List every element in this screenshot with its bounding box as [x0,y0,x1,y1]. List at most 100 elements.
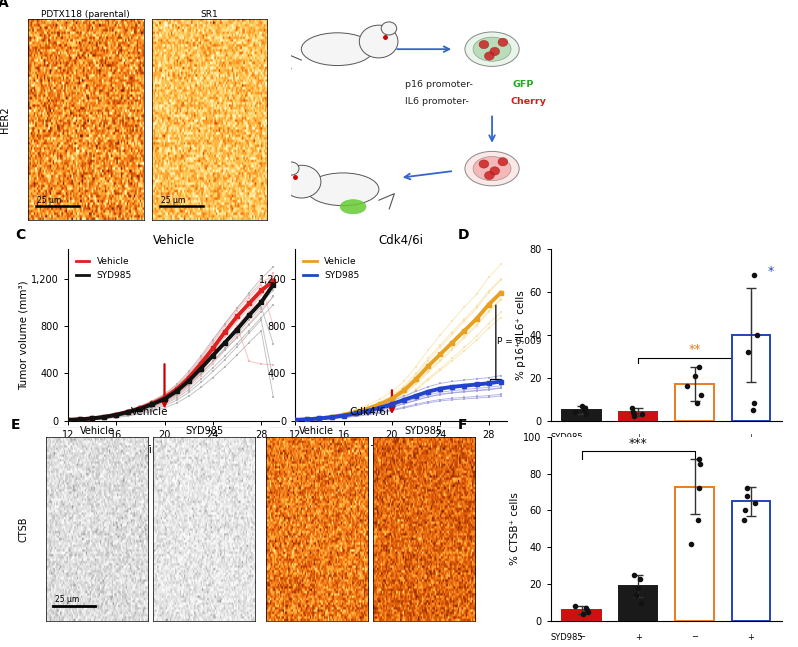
Circle shape [283,162,299,175]
SYD985 [184,377,193,385]
Text: **: ** [689,344,701,356]
X-axis label: Time (days): Time (days) [370,445,432,455]
Circle shape [490,47,500,56]
Vehicle [75,415,85,423]
Vehicle [496,289,505,297]
Line: Vehicle: Vehicle [65,279,275,422]
Title: SYD985: SYD985 [185,426,223,436]
Point [691,399,704,409]
Bar [563,410,601,421]
Text: −: − [634,448,642,457]
Point [748,270,760,280]
Text: Cdk4/6i: Cdk4/6i [551,448,583,457]
Point [681,381,693,391]
SYD985 [424,388,433,395]
Point [695,389,708,400]
SYD985 [63,416,73,424]
Vehicle [184,374,193,382]
Text: +: + [748,633,754,642]
Point [581,605,594,615]
Text: 25 μm: 25 μm [54,595,79,604]
Point [741,483,754,494]
Text: A: A [0,0,9,10]
Ellipse shape [302,33,373,65]
Circle shape [359,25,398,58]
Point [577,609,590,619]
Title: PDTX118 (parental): PDTX118 (parental) [41,10,130,19]
Point [581,607,594,617]
Point [634,573,647,584]
SYD985 [290,416,300,424]
Text: +: + [634,633,642,642]
Bar [732,501,770,621]
SYD985 [496,378,505,386]
Point [575,400,588,411]
Bar [619,586,658,621]
Vehicle [160,393,169,401]
Point [627,407,640,417]
Circle shape [498,38,508,47]
Vehicle [124,408,133,415]
Title: Vehicle: Vehicle [80,426,115,436]
Text: *: * [768,265,774,278]
Vehicle [112,411,121,419]
Vehicle [268,277,278,285]
Point [568,407,581,417]
Title: SR1: SR1 [200,10,219,19]
SYD985 [75,415,85,423]
Text: −: − [691,433,698,442]
Line: Vehicle: Vehicle [293,291,503,422]
SYD985 [196,365,206,373]
SYD985 [472,380,481,388]
Vehicle [351,408,361,416]
Circle shape [490,167,500,175]
SYD985 [363,407,373,415]
Point [693,362,705,372]
Point [738,514,751,525]
Text: −: − [579,633,585,642]
Point [691,514,704,525]
Vehicle [220,328,230,336]
Text: Cherry: Cherry [511,97,547,106]
Vehicle [399,386,409,394]
Text: +: + [748,448,754,457]
Ellipse shape [473,157,511,181]
Circle shape [282,165,321,198]
Ellipse shape [340,200,366,214]
Vehicle [148,400,157,408]
SYD985 [256,298,266,306]
Point [739,505,752,516]
SYD985 [172,388,181,395]
Vehicle [314,415,324,422]
Vehicle [339,411,349,419]
Vehicle [363,405,373,413]
Vehicle [172,386,181,393]
Vehicle [290,416,300,424]
SYD985 [208,351,218,359]
Text: SYD985: SYD985 [551,433,583,442]
Vehicle [208,345,218,353]
Vehicle [63,416,73,424]
Point [626,402,638,413]
Text: ***: *** [629,437,647,450]
Text: 25 μm: 25 μm [161,196,185,205]
Point [749,498,761,509]
Point [632,583,645,593]
Text: D: D [458,228,469,242]
Text: C: C [15,228,26,242]
SYD985 [136,405,145,413]
Point [693,459,706,470]
Point [579,402,591,413]
SYD985 [232,325,242,333]
Vehicle [375,400,385,408]
Text: −: − [691,633,698,642]
Text: −: − [579,448,585,457]
Point [627,409,640,419]
Vehicle [411,375,421,383]
SYD985 [387,400,397,408]
Line: SYD985: SYD985 [293,379,503,422]
SYD985 [87,415,97,422]
Text: −: − [579,433,585,442]
SYD985 [460,382,469,389]
Text: Cdk4/6i: Cdk4/6i [350,407,389,417]
